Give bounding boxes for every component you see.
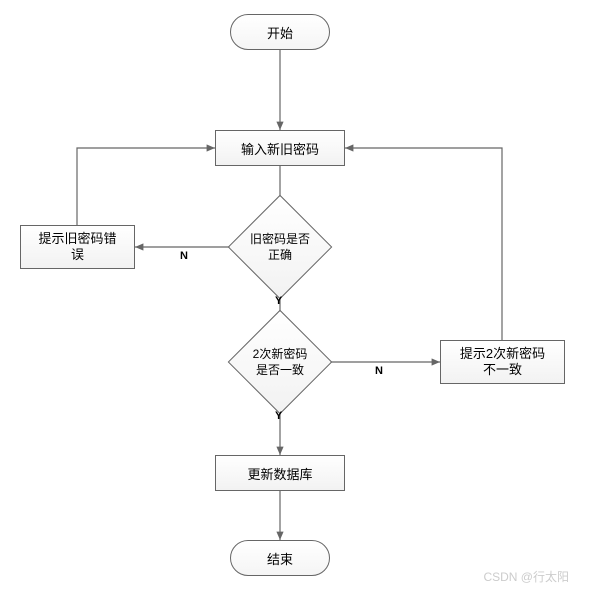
node-input-label: 输入新旧密码 — [241, 139, 319, 158]
node-start-label: 开始 — [267, 23, 293, 42]
edge-label-y2: Y — [275, 410, 282, 422]
node-err-old: 提示旧密码错 误 — [20, 225, 135, 269]
node-err-new: 提示2次新密码 不一致 — [440, 340, 565, 384]
node-err-new-line1: 提示2次新密码 — [460, 346, 545, 362]
edge-label-n1: N — [180, 250, 188, 262]
node-err-new-line2: 不一致 — [460, 362, 545, 378]
node-err-old-line2: 误 — [38, 247, 116, 263]
node-check-new-line2: 是否一致 — [236, 362, 325, 378]
node-check-old-line2: 正确 — [236, 247, 325, 263]
node-err-old-line1: 提示旧密码错 — [38, 231, 116, 247]
node-check-old: 旧密码是否 正确 — [243, 210, 317, 284]
node-check-old-line1: 旧密码是否 — [236, 231, 325, 247]
node-update: 更新数据库 — [215, 455, 345, 491]
node-check-new-line1: 2次新密码 — [236, 346, 325, 362]
edge-label-n2: N — [375, 365, 383, 377]
flowchart-edges — [0, 0, 589, 593]
edge-label-y1: Y — [275, 295, 282, 307]
watermark: CSDN @行太阳 — [483, 568, 569, 585]
node-end: 结束 — [230, 540, 330, 576]
node-input: 输入新旧密码 — [215, 130, 345, 166]
node-update-label: 更新数据库 — [247, 464, 312, 483]
node-start: 开始 — [230, 14, 330, 50]
node-check-new: 2次新密码 是否一致 — [243, 325, 317, 399]
node-end-label: 结束 — [267, 549, 293, 568]
